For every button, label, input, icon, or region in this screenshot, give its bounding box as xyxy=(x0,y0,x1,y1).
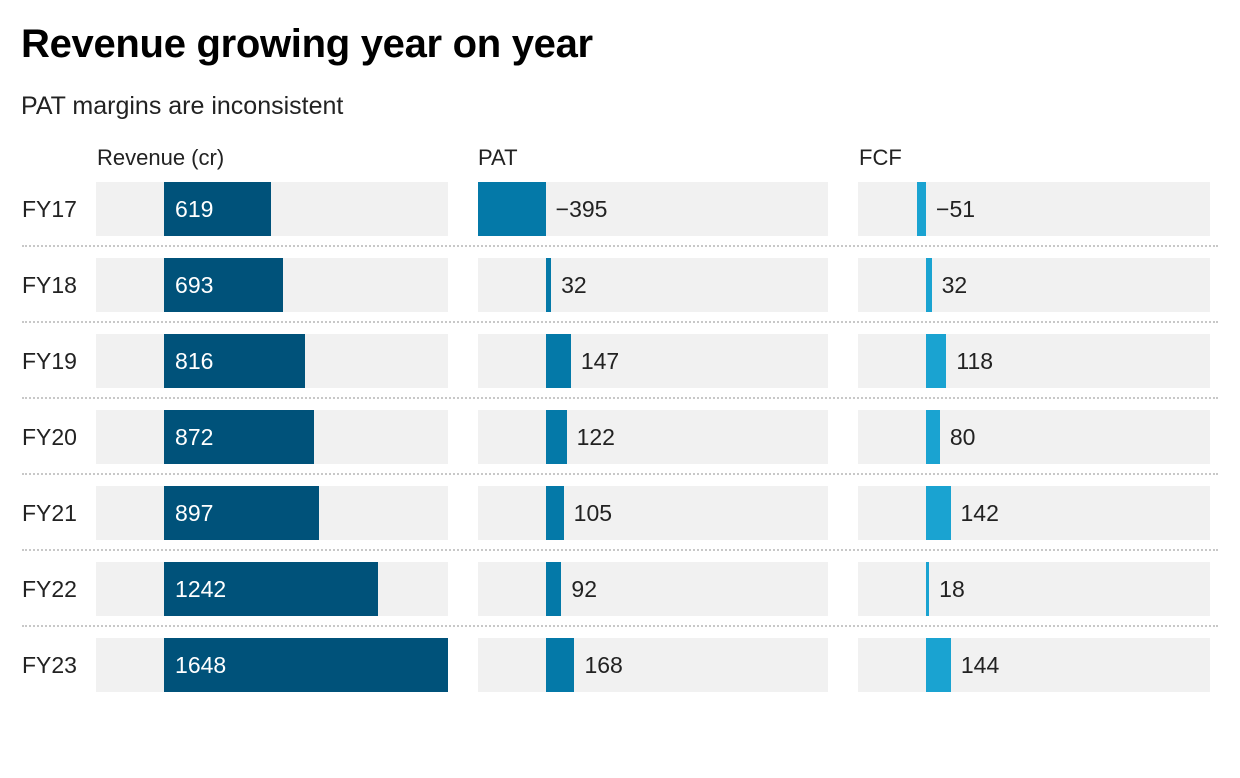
revenue-bar-fy21 xyxy=(164,486,319,540)
fcf-bar-fy17 xyxy=(917,182,927,236)
pat-value-label-fy23: 168 xyxy=(584,652,623,678)
pat-bar-fy22 xyxy=(545,562,562,616)
revenue-value-label-fy23: 1648 xyxy=(175,652,227,678)
row-separator xyxy=(22,625,1218,627)
bar-track: 619 xyxy=(96,182,448,236)
bar-track: 872 xyxy=(96,410,448,464)
bar-track: 147 xyxy=(478,334,828,388)
revenue-bar-fy23 xyxy=(164,638,448,692)
row-label-fy19: FY19 xyxy=(22,348,77,374)
pat-value-label-fy18: 32 xyxy=(561,272,587,298)
revenue-value-label-fy20: 872 xyxy=(175,424,214,450)
fcf-value-label-fy20: 80 xyxy=(949,424,976,450)
revenue-bar-fy19 xyxy=(164,334,305,388)
revenue-bar-fy18 xyxy=(164,258,284,312)
bar-track: 105 xyxy=(478,486,828,540)
chart-title: Revenue growing year on year xyxy=(21,22,593,66)
revenue-value-label-fy21: 897 xyxy=(175,500,214,526)
fcf-bar-fy23 xyxy=(926,638,951,692)
pat-bar-fy21 xyxy=(545,486,564,540)
fcf-value-label-fy19: 118 xyxy=(956,348,994,374)
column-header-revenue: Revenue (cr) xyxy=(97,145,225,170)
row-separator xyxy=(22,473,1218,475)
bar-track: 693 xyxy=(96,258,448,312)
bar-track: 144 xyxy=(858,638,1210,692)
revenue-value-label-fy18: 693 xyxy=(175,272,214,298)
fcf-value-label-fy17: −51 xyxy=(936,196,976,222)
pat-value-label-fy20: 122 xyxy=(576,424,615,450)
row-label-fy18: FY18 xyxy=(22,272,77,298)
fcf-value-label-fy21: 142 xyxy=(960,500,999,526)
row-separator xyxy=(22,245,1218,247)
bar-track: 168 xyxy=(478,638,828,692)
pat-bar-fy18 xyxy=(545,258,552,312)
revenue-bar-fy20 xyxy=(164,410,315,464)
revenue-bar-fy17 xyxy=(164,182,271,236)
fcf-bar-fy21 xyxy=(926,486,951,540)
column-header-pat: PAT xyxy=(478,145,518,170)
bar-track: 18 xyxy=(858,562,1210,616)
row-label-fy22: FY22 xyxy=(22,576,77,602)
pat-bar-fy17 xyxy=(478,182,546,236)
bar-track: 122 xyxy=(478,410,828,464)
row-label-fy21: FY21 xyxy=(22,500,77,526)
pat-value-label-fy21: 105 xyxy=(573,500,613,526)
bar-track: −51 xyxy=(858,182,1210,236)
revenue-value-label-fy19: 816 xyxy=(175,348,214,374)
fcf-value-label-fy22: 18 xyxy=(939,576,965,602)
fcf-bar-fy18 xyxy=(926,258,932,312)
bar-track: 142 xyxy=(858,486,1210,540)
bar-track: −395 xyxy=(478,182,828,236)
fcf-value-label-fy18: 32 xyxy=(941,272,968,298)
bar-track: 118 xyxy=(858,334,1210,388)
pat-bar-fy19 xyxy=(545,334,571,388)
pat-bar-fy20 xyxy=(545,410,567,464)
fcf-bar-fy19 xyxy=(926,334,947,388)
revenue-value-label-fy22: 1242 xyxy=(175,576,227,602)
fcf-bar-fy22 xyxy=(926,562,930,616)
bar-track: 816 xyxy=(96,334,448,388)
chart-subtitle: PAT margins are inconsistent xyxy=(21,92,344,120)
fcf-value-label-fy23: 144 xyxy=(960,652,1000,678)
bar-track: 32 xyxy=(478,258,828,312)
revenue-bar-fy22 xyxy=(164,562,379,616)
row-separator xyxy=(22,397,1218,399)
bar-track: 1648 xyxy=(96,638,448,692)
row-label-fy17: FY17 xyxy=(22,196,77,222)
pat-value-label-fy17: −395 xyxy=(555,196,608,222)
bar-track: 897 xyxy=(96,486,448,540)
row-label-fy20: FY20 xyxy=(22,424,77,450)
row-label-fy23: FY23 xyxy=(22,652,77,678)
bar-track: 92 xyxy=(478,562,828,616)
pat-bar-fy23 xyxy=(545,638,575,692)
fcf-bar-fy20 xyxy=(926,410,940,464)
row-separator xyxy=(22,549,1218,551)
pat-value-label-fy19: 147 xyxy=(580,348,620,374)
row-separator xyxy=(22,321,1218,323)
pat-value-label-fy22: 92 xyxy=(571,576,598,602)
bar-track: 80 xyxy=(858,410,1210,464)
bar-track: 1242 xyxy=(96,562,448,616)
revenue-value-label-fy17: 619 xyxy=(175,196,214,222)
column-header-fcf: FCF xyxy=(859,145,902,170)
bar-track: 32 xyxy=(858,258,1210,312)
